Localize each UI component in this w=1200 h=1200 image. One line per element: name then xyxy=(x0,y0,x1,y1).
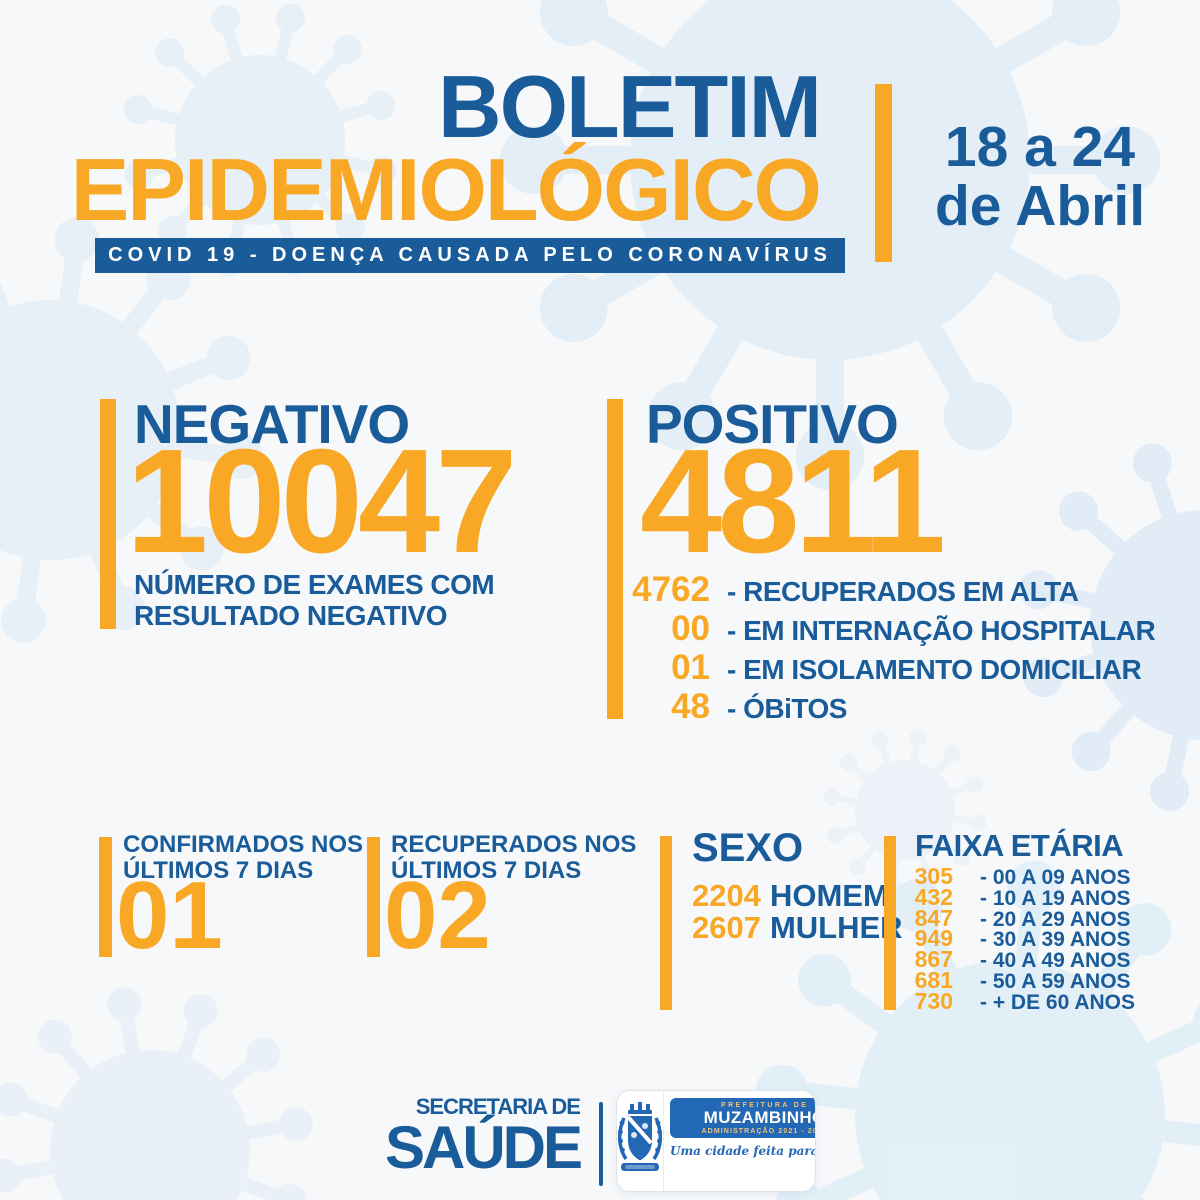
recovered-7days-label-line1: RECUPERADOS NOS xyxy=(391,831,637,858)
age-label: - 20 A 29 ANOS xyxy=(980,907,1131,931)
age-value: 867 xyxy=(914,946,953,973)
sex-title: SEXO xyxy=(692,826,804,870)
page-title: BOLETIM EPIDEMIOLÓGICO xyxy=(70,57,822,239)
confirmed-7days-label-line1: CONFIRMADOS NOS xyxy=(123,831,363,858)
positive-breakdown: 4762 - RECUPERADOS EM ALTA 00 - EM INTER… xyxy=(600,570,1156,726)
sex-row-mulher: 2607 MULHER xyxy=(692,910,903,945)
age-groups-title: FAIXA ETÁRIA xyxy=(915,828,1124,863)
negative-caption-line1: NÚMERO DE EXAMES COM xyxy=(134,569,495,600)
age-row: 949 - 30 A 39 ANOS xyxy=(900,925,1135,951)
age-label: - 00 A 09 ANOS xyxy=(980,866,1131,889)
age-row: 681 - 50 A 59 ANOS xyxy=(900,967,1135,993)
negative-caption-line2: RESULTADO NEGATIVO xyxy=(134,599,448,631)
sex-label: MULHER xyxy=(769,910,903,945)
age-value: 949 xyxy=(914,925,953,952)
age-value: 432 xyxy=(914,883,953,910)
recovered-7days-accent-bar xyxy=(367,837,380,957)
breakdown-label: - EM INTERNAÇÃO HOSPITALAR xyxy=(727,615,1156,646)
sex-accent-bar-left xyxy=(660,836,672,1010)
age-label: - + DE 60 ANOS xyxy=(980,990,1136,1014)
breakdown-row-isolamento: 01 - EM ISOLAMENTO DOMICILIAR xyxy=(600,648,1155,687)
sex-row-homem: 2204 HOMEM xyxy=(692,878,903,913)
positive-title: POSITIVO xyxy=(646,393,899,455)
date-range-month: de Abril xyxy=(934,174,1146,239)
age-label: - 50 A 59 ANOS xyxy=(980,969,1131,993)
logo-administration-label: ADMINISTRAÇÃO 2021 - 2024 xyxy=(701,1127,816,1135)
breakdown-row-recuperados: 4762 - RECUPERADOS EM ALTA xyxy=(600,570,1155,609)
breakdown-value: 4762 xyxy=(632,570,710,609)
age-value: 847 xyxy=(914,904,953,931)
breakdown-row-obitos: 48 - ÓBiTOS xyxy=(600,687,1155,726)
recovered-7days-label: RECUPERADOS NOS ÚLTIMOS 7 DIAS xyxy=(391,832,636,884)
logo-city-name: MUZAMBINHO xyxy=(703,1108,816,1127)
age-value: 305 xyxy=(914,863,953,889)
positive-accent-bar xyxy=(607,399,623,719)
age-label: - 10 A 19 ANOS xyxy=(980,886,1131,910)
date-range: 18 a 24 de Abril xyxy=(920,115,1160,239)
age-row: 730 - + DE 60 ANOS xyxy=(900,988,1135,1014)
age-row: 305 - 00 A 09 ANOS xyxy=(900,863,1135,889)
city-hall-logo: PREFEITURA DE MUZAMBINHO ADMINISTRAÇÃO 2… xyxy=(616,1090,816,1192)
age-row: 432 - 10 A 19 ANOS xyxy=(900,884,1135,910)
logo-blue-box: PREFEITURA DE MUZAMBINHO ADMINISTRAÇÃO 2… xyxy=(670,1098,816,1138)
breakdown-label: - ÓBiTOS xyxy=(727,693,847,724)
logo-slogan: Uma cidade feita para todos xyxy=(670,1143,816,1158)
title-line-epidemiologico: EPIDEMIOLÓGICO xyxy=(70,139,822,239)
breakdown-value: 00 xyxy=(671,609,710,648)
confirmed-7days-label: CONFIRMADOS NOS ÚLTIMOS 7 DIAS xyxy=(123,832,363,884)
confirmed-7days-accent-bar xyxy=(99,837,112,957)
negative-title: NEGATIVO xyxy=(134,393,410,455)
breakdown-label: - RECUPERADOS EM ALTA xyxy=(727,576,1079,607)
sex-breakdown: 2204 HOMEM 2607 MULHER xyxy=(692,878,903,945)
logo-prefeitura-label: PREFEITURA DE xyxy=(721,1102,809,1109)
title-line-boletim: BOLETIM xyxy=(438,57,822,156)
sex-label: HOMEM xyxy=(769,878,889,913)
footer-divider xyxy=(599,1102,603,1186)
secretariat-line2: SAÚDE xyxy=(384,1114,583,1181)
positive-count: 4811 xyxy=(640,419,946,584)
coat-of-arms-icon xyxy=(617,1091,664,1191)
logo-text-block: PREFEITURA DE MUZAMBINHO ADMINISTRAÇÃO 2… xyxy=(664,1091,816,1191)
breakdown-value: 48 xyxy=(671,687,710,726)
covid-banner: COVID 19 - DOENÇA CAUSADA PELO CORONAVÍR… xyxy=(95,238,845,273)
date-range-days: 18 a 24 xyxy=(944,115,1136,179)
breakdown-row-internacao: 00 - EM INTERNAÇÃO HOSPITALAR xyxy=(600,609,1156,648)
negative-caption: NÚMERO DE EXAMES COM RESULTADO NEGATIVO xyxy=(134,569,495,632)
breakdown-value: 01 xyxy=(671,648,710,687)
date-divider-bar xyxy=(875,84,892,262)
age-row: 847 - 20 A 29 ANOS xyxy=(900,905,1135,931)
age-label: - 40 A 49 ANOS xyxy=(980,949,1131,973)
secretariat-line1: SECRETARIA DE xyxy=(415,1094,581,1119)
age-value: 681 xyxy=(914,966,953,993)
recovered-7days-count: 02 xyxy=(384,862,491,969)
age-row: 867 - 40 A 49 ANOS xyxy=(900,946,1135,972)
sex-value: 2607 xyxy=(692,910,761,945)
negative-count: 10047 xyxy=(126,419,518,584)
age-accent-bar xyxy=(884,836,896,1010)
age-label: - 30 A 39 ANOS xyxy=(980,928,1131,952)
negative-accent-bar xyxy=(100,399,116,629)
health-secretariat: SECRETARIA DE SAÚDE xyxy=(384,1094,583,1181)
confirmed-7days-count: 01 xyxy=(116,862,223,969)
breakdown-label: - EM ISOLAMENTO DOMICILIAR xyxy=(727,654,1142,685)
confirmed-7days-label-line2: ÚLTIMOS 7 DIAS xyxy=(123,856,314,884)
recovered-7days-label-line2: ÚLTIMOS 7 DIAS xyxy=(391,856,582,884)
age-value: 730 xyxy=(914,987,953,1014)
sex-value: 2204 xyxy=(692,878,761,913)
age-groups-table: 305 - 00 A 09 ANOS 432 - 10 A 19 ANOS 84… xyxy=(900,863,1135,1014)
